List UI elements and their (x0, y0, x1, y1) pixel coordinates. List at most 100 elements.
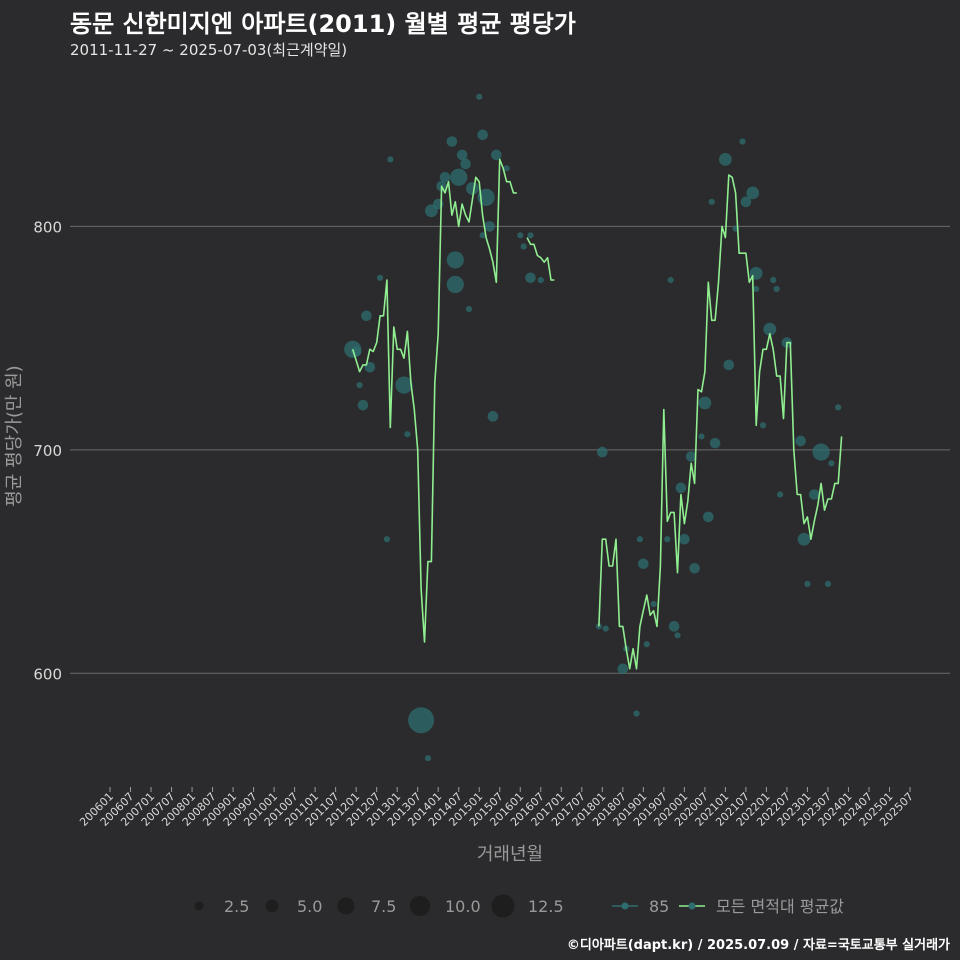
scatter-point (376, 274, 384, 281)
size-legend-key (410, 896, 430, 916)
scatter-point (479, 232, 486, 239)
scatter-point (477, 129, 488, 141)
scatter-point (404, 431, 411, 438)
scatter-point (759, 422, 767, 429)
scatter-point (795, 435, 806, 447)
size-legend-key (491, 894, 515, 918)
scatter-point (740, 196, 752, 208)
legend-label-85: 85 (649, 897, 669, 916)
scatter-point (698, 433, 705, 440)
scatter-point (408, 707, 435, 734)
scatter-points (344, 93, 842, 762)
legend-label-average: 모든 면적대 평균값 (716, 897, 844, 916)
scatter-point (383, 536, 391, 543)
scatter-point (689, 562, 700, 574)
scatter-point (808, 489, 820, 500)
scatter-point (525, 272, 536, 284)
scatter-point (476, 93, 483, 100)
average-line-segment (526, 237, 555, 281)
scatter-point (395, 376, 413, 394)
scatter-point (491, 149, 502, 161)
size-legend-label: 12.5 (528, 897, 564, 916)
scatter-point (812, 443, 830, 461)
scatter-point (450, 168, 468, 186)
scatter-point (602, 625, 609, 632)
scatter-point (446, 251, 464, 269)
scatter-point (446, 136, 458, 147)
size-legend-key (265, 899, 279, 913)
scatter-point (773, 285, 780, 293)
scatter-point (828, 460, 835, 467)
size-legend-key (194, 901, 204, 911)
scatter-point (361, 310, 372, 322)
scatter-point (537, 276, 544, 284)
scatter-point (776, 491, 784, 498)
scatter-point (446, 275, 464, 294)
scatter-point (674, 632, 681, 639)
y-tick-label: 600 (33, 665, 62, 683)
chart-title: 동문 신한미지엔 아파트(2011) 월별 평균 평당가 (70, 10, 576, 38)
scatter-point (487, 411, 499, 422)
scatter-point (797, 532, 811, 546)
scatter-point (667, 276, 674, 284)
x-axis-label: 거래년월 (477, 844, 543, 865)
scatter-point (456, 149, 468, 161)
scatter-point (465, 182, 479, 195)
scatter-point (387, 156, 394, 163)
x-tick-labels: 2006012006072007012007072008012008072009… (77, 787, 916, 829)
scatter-point (460, 158, 471, 170)
scatter-point (633, 710, 640, 717)
scatter-point (746, 186, 760, 200)
scatter-point (723, 359, 735, 371)
scatter-point (698, 396, 712, 410)
scatter-point (650, 600, 657, 608)
scatter-point (709, 437, 721, 449)
scatter-point (638, 558, 649, 570)
scatter-point (484, 221, 495, 232)
scatter-point (597, 446, 608, 458)
chart-subtitle: 2011-11-27 ~ 2025-07-03(최근계약일) (70, 41, 348, 59)
scatter-point (517, 232, 524, 239)
scatter-point (739, 138, 746, 145)
average-line-segment (351, 158, 517, 643)
scatter-point (675, 482, 687, 494)
scatter-point (770, 276, 777, 284)
scatter-point (643, 641, 650, 648)
size-legend-label: 5.0 (297, 897, 322, 916)
scatter-point (685, 451, 697, 462)
scatter-point (520, 243, 527, 250)
scatter-point (503, 165, 510, 172)
scatter-point (636, 536, 644, 543)
scatter-point (708, 198, 715, 205)
size-legend-label: 2.5 (224, 897, 249, 916)
scatter-point (617, 663, 629, 675)
scatter-point (824, 580, 832, 588)
size-legend-label: 7.5 (371, 897, 396, 916)
scatter-point (465, 305, 473, 313)
scatter-point (664, 536, 671, 543)
y-tick-label: 700 (33, 442, 62, 460)
size-legend-label: 10.0 (445, 897, 481, 916)
legend-key-85-dot (621, 902, 629, 910)
scatter-point (804, 580, 811, 588)
scatter-point (439, 171, 451, 183)
scatter-point (357, 399, 369, 411)
scatter-point (753, 285, 760, 293)
average-line (351, 158, 843, 670)
scatter-point (718, 152, 732, 166)
size-legend-key (337, 897, 355, 915)
legend: 2.5 5.0 7.5 10.0 12.5 85 모든 면적대 평균값 (194, 894, 844, 918)
grid-lines (70, 225, 950, 674)
y-tick-label: 800 (33, 218, 62, 236)
scatter-point (424, 755, 432, 762)
source-caption: ©디아파트(dapt.kr) / 2025.07.09 / 자료=국토교통부 실… (566, 938, 950, 953)
scatter-point (356, 381, 363, 389)
y-axis-label: 평균 평당가(만 원) (4, 365, 25, 506)
scatter-point (668, 621, 680, 632)
average-line-segment (598, 174, 843, 670)
scatter-point (702, 511, 714, 523)
legend-key-average-dot (688, 902, 696, 910)
scatter-point (763, 322, 777, 336)
scatter-point (679, 533, 690, 545)
